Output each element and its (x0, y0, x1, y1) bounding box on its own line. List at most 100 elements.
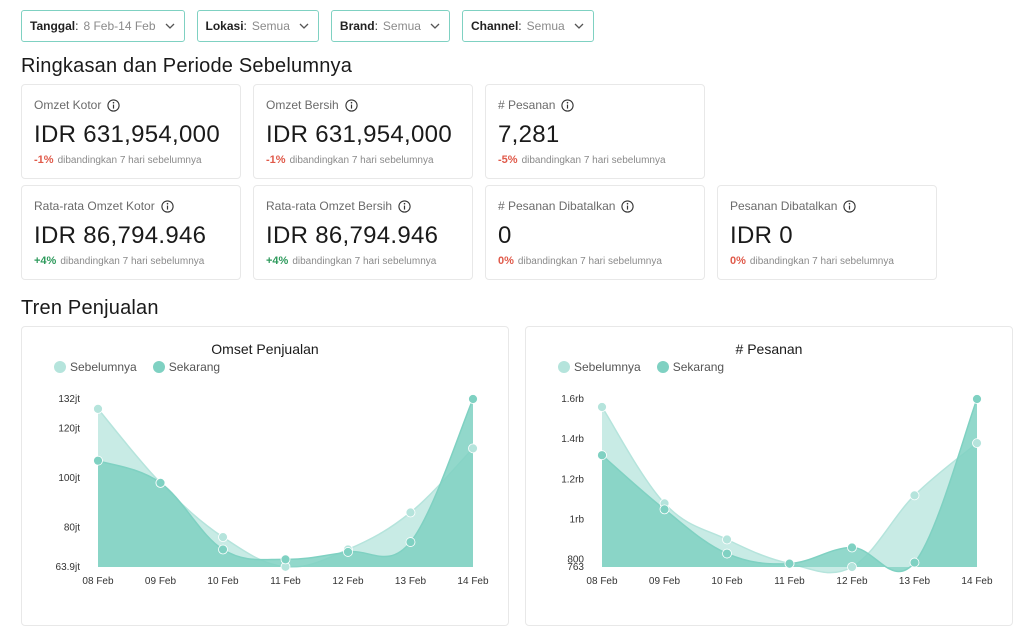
info-icon[interactable] (161, 199, 174, 213)
filter-key: Brand (339, 19, 375, 33)
chart-legend: Sebelumnya Sekarang (558, 360, 724, 374)
x-tick-label: 13 Feb (395, 576, 427, 587)
legend-dot-icon (152, 361, 165, 373)
info-icon[interactable] (843, 199, 857, 213)
y-tick-label: 800 (567, 555, 584, 566)
comparison-text: dibandingkan 7 hari sebelumnya (289, 155, 434, 166)
info-icon[interactable] (345, 98, 358, 112)
legend-label: Sekarang (672, 360, 725, 374)
data-point-previous[interactable] (405, 507, 416, 518)
comparison-text: dibandingkan 7 hari sebelumnya (749, 256, 894, 267)
x-tick-label: 10 Feb (711, 576, 743, 587)
filter-value: 8 Feb-14 Feb (83, 19, 156, 33)
summary-card: Rata-rata Omzet Kotor IDR 86,794.946 +4% di… (21, 185, 241, 280)
card-comparison: -1% dibandingkan 7 hari sebelumnya (266, 154, 460, 166)
data-point-current[interactable] (280, 554, 291, 565)
card-label-text: # Pesanan (498, 98, 556, 112)
data-point-current[interactable] (847, 542, 857, 553)
y-tick-label: 80jt (64, 522, 80, 533)
data-point-current[interactable] (659, 504, 670, 515)
x-tick-label: 11 Feb (270, 576, 301, 587)
data-point-previous[interactable] (847, 562, 857, 572)
card-label: Rata-rata Omzet Kotor (34, 198, 228, 214)
card-comparison: -5% dibandingkan 7 hari sebelumnya (498, 154, 692, 166)
data-point-previous[interactable] (597, 402, 607, 412)
data-point-current[interactable] (155, 477, 166, 488)
data-point-previous[interactable] (468, 443, 478, 454)
data-point-current[interactable] (343, 547, 353, 557)
x-tick-label: 14 Feb (961, 576, 993, 587)
data-point-current[interactable] (909, 557, 920, 568)
data-point-current[interactable] (722, 548, 732, 559)
filter-bar: Tanggal: 8 Feb-14 Feb Lokasi: Semua Bran… (21, 10, 594, 42)
x-tick-label: 14 Feb (457, 576, 489, 587)
data-point-current[interactable] (218, 544, 228, 555)
delta-badge: +4% (34, 255, 57, 267)
legend-label: Sebelumnya (574, 360, 641, 374)
chart-title: # Pesanan (735, 341, 803, 357)
x-tick-label: 08 Feb (586, 576, 618, 587)
x-tick-label: 13 Feb (899, 576, 931, 587)
location-filter-dropdown[interactable]: Lokasi: Semua (196, 10, 319, 42)
info-icon[interactable] (107, 98, 121, 112)
brand-filter-dropdown[interactable]: Brand: Semua (330, 10, 450, 42)
legend-label: Sebelumnya (70, 360, 137, 374)
data-point-previous[interactable] (218, 532, 228, 543)
data-point-previous[interactable] (722, 534, 732, 545)
data-point-previous[interactable] (909, 490, 920, 501)
x-tick-label: 08 Feb (82, 576, 114, 587)
summary-card: Omzet Bersih IDR 631,954,000 -1% dibandingk… (253, 84, 473, 179)
y-tick-label: 63.9jt (56, 562, 81, 573)
data-point-current[interactable] (468, 394, 478, 404)
legend-item-previous[interactable]: Sebelumnya (54, 360, 137, 374)
delta-badge: -1% (34, 154, 54, 166)
legend-item-current[interactable]: Sekarang (152, 360, 220, 374)
series-area-previous (602, 407, 977, 573)
legend-item-previous[interactable]: Sebelumnya (558, 360, 641, 374)
y-tick-label: 763 (567, 562, 584, 573)
comparison-text: dibandingkan 7 hari sebelumnya (60, 256, 205, 267)
card-label: Rata-rata Omzet Bersih (266, 198, 460, 214)
info-icon[interactable] (561, 98, 575, 112)
data-point-current[interactable] (405, 537, 416, 547)
data-point-current[interactable] (597, 450, 607, 461)
card-label-text: Rata-rata Omzet Kotor (34, 199, 155, 213)
data-point-previous[interactable] (972, 438, 982, 449)
summary-card: Omzet Kotor IDR 631,954,000 -1% dibandingka… (21, 84, 241, 179)
info-icon[interactable] (398, 199, 411, 213)
filter-value: Semua (251, 19, 290, 33)
summary-card: Pesanan Dibatalkan IDR 0 0% dibandingkan 7 … (717, 185, 937, 280)
card-comparison: 0% dibandingkan 7 hari sebelumnya (498, 255, 692, 267)
card-value: IDR 86,794.946 (266, 222, 439, 249)
card-value: IDR 86,794.946 (34, 222, 207, 249)
card-value: IDR 631,954,000 (266, 121, 452, 148)
filter-value: Semua (382, 19, 421, 33)
card-comparison: 0% dibandingkan 7 hari sebelumnya (730, 255, 924, 267)
comparison-text: dibandingkan 7 hari sebelumnya (521, 155, 666, 166)
delta-badge: 0% (498, 255, 514, 267)
card-comparison: +4% dibandingkan 7 hari sebelumnya (266, 255, 460, 267)
date-filter-dropdown[interactable]: Tanggal: 8 Feb-14 Feb (21, 10, 185, 42)
card-label: Omzet Kotor (34, 97, 228, 113)
channel-filter-dropdown[interactable]: Channel: Semua (461, 10, 594, 42)
legend-dot-icon (558, 361, 570, 373)
card-label: # Pesanan Dibatalkan (498, 198, 692, 214)
data-point-previous[interactable] (93, 403, 103, 414)
data-point-current[interactable] (93, 455, 103, 466)
y-tick-label: 1.4rb (561, 434, 584, 445)
summary-card: Rata-rata Omzet Bersih IDR 86,794.946 +4% d… (253, 185, 473, 280)
legend-dot-icon (656, 361, 669, 373)
legend-item-current[interactable]: Sekarang (656, 360, 725, 374)
y-tick-label: 1rb (570, 514, 585, 525)
data-point-current[interactable] (784, 558, 795, 569)
card-label-text: Pesanan Dibatalkan (730, 199, 838, 213)
card-value: IDR 631,954,000 (34, 121, 220, 148)
data-point-current[interactable] (972, 394, 982, 404)
x-tick-label: 12 Feb (332, 576, 364, 587)
delta-badge: 0% (730, 255, 746, 267)
card-comparison: +4% dibandingkan 7 hari sebelumnya (34, 255, 228, 267)
y-tick-label: 132jt (58, 394, 80, 405)
info-icon[interactable] (621, 199, 635, 213)
card-comparison: -1% dibandingkan 7 hari sebelumnya (34, 154, 228, 166)
